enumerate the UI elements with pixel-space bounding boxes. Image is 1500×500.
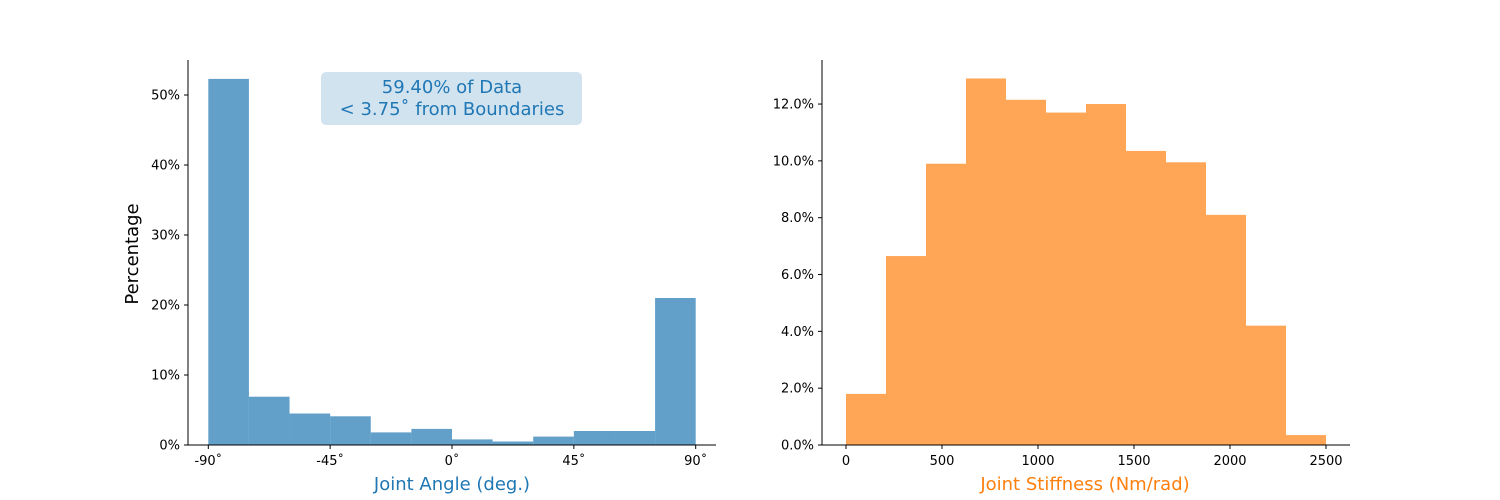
stiff-x-tick-label: 1000 bbox=[1021, 454, 1054, 469]
boundary-annotation-line-2: < 3.75˚ from Boundaries bbox=[340, 99, 565, 120]
angle-bar-6 bbox=[452, 439, 493, 445]
angle-bar-8 bbox=[533, 436, 574, 445]
joint-angle-y-ticks: 0% 10% 20% 30% 40% 50% bbox=[151, 89, 188, 454]
angle-bar-9 bbox=[573, 431, 615, 445]
stiff-x-tick-label: 2000 bbox=[1213, 454, 1246, 469]
joint-stiffness-histogram: 0 500 1000 1500 2000 2500 0.0% 2.0% 4.0% 6.0% 8.0… bbox=[773, 60, 1350, 495]
stiff-x-tick-label: 1500 bbox=[1117, 454, 1150, 469]
angle-y-tick-label: 50% bbox=[151, 89, 180, 104]
angle-x-tick-label: 0˚ bbox=[445, 453, 460, 469]
stiff-y-tick-label: 8.0% bbox=[781, 211, 814, 226]
stiff-bar-10 bbox=[1245, 325, 1287, 445]
angle-bar-5 bbox=[411, 428, 452, 445]
stiff-bar-5 bbox=[1046, 112, 1086, 445]
stiff-x-tick-label: 2500 bbox=[1309, 454, 1342, 469]
joint-angle-histogram: -90˚ -45˚ 0˚ 45˚ 90˚ 0% 10% 20% 30% 40% 50% Joint… bbox=[122, 60, 716, 495]
angle-bar-10 bbox=[614, 431, 656, 445]
angle-x-tick-label: 45˚ bbox=[562, 453, 585, 469]
stiff-y-tick-label: 4.0% bbox=[781, 325, 814, 340]
angle-y-tick-label: 30% bbox=[151, 229, 180, 244]
stiff-y-tick-label: 12.0% bbox=[773, 98, 814, 113]
joint-stiffness-x-ticks: 0 500 1000 1500 2000 2500 bbox=[842, 445, 1343, 469]
stiff-bar-8 bbox=[1166, 162, 1206, 445]
stiff-y-tick-label: 6.0% bbox=[781, 268, 814, 283]
boundary-annotation: 59.40% of Data < 3.75˚ from Boundaries bbox=[321, 72, 582, 125]
joint-angle-x-ticks: -90˚ -45˚ 0˚ 45˚ 90˚ bbox=[194, 445, 707, 469]
stiff-bar-7 bbox=[1125, 150, 1167, 445]
angle-y-tick-label: 0% bbox=[159, 439, 180, 454]
stiff-bar-2 bbox=[926, 163, 966, 445]
angle-y-tick-label: 40% bbox=[151, 159, 180, 174]
angle-bar-7 bbox=[492, 441, 534, 445]
stiff-bar-1 bbox=[885, 256, 927, 445]
joint-angle-bars bbox=[208, 78, 696, 446]
angle-bar-0 bbox=[208, 78, 249, 446]
stiff-bar-4 bbox=[1005, 99, 1047, 445]
stiff-bar-11 bbox=[1286, 435, 1326, 445]
stiff-x-tick-label: 0 bbox=[842, 454, 850, 469]
stiff-x-tick-label: 500 bbox=[930, 454, 955, 469]
joint-stiffness-x-axis-title: Joint Stiffness (Nm/rad) bbox=[979, 474, 1189, 495]
joint-stiffness-bars bbox=[846, 78, 1326, 446]
stiff-bar-0 bbox=[846, 393, 886, 445]
angle-x-tick-label: 90˚ bbox=[684, 453, 707, 469]
boundary-annotation-line-1: 59.40% of Data bbox=[382, 77, 522, 98]
joint-angle-x-axis-title: Joint Angle (deg.) bbox=[373, 474, 530, 495]
stiff-bar-3 bbox=[966, 78, 1006, 446]
stiff-y-tick-label: 10.0% bbox=[773, 154, 814, 169]
angle-bar-2 bbox=[289, 413, 331, 445]
angle-bar-1 bbox=[248, 396, 290, 445]
boundary-annotation-box bbox=[321, 72, 582, 125]
joint-angle-y-axis-title: Percentage bbox=[122, 203, 143, 304]
angle-y-tick-label: 20% bbox=[151, 299, 180, 314]
angle-x-tick-label: -90˚ bbox=[194, 453, 222, 469]
angle-x-tick-label: -45˚ bbox=[316, 453, 344, 469]
stiff-bar-6 bbox=[1086, 104, 1126, 445]
angle-bar-4 bbox=[370, 432, 412, 445]
stiff-bar-9 bbox=[1206, 214, 1246, 445]
stiff-y-tick-label: 0.0% bbox=[781, 439, 814, 454]
stiff-y-tick-label: 2.0% bbox=[781, 382, 814, 397]
angle-bar-3 bbox=[330, 416, 371, 445]
joint-stiffness-y-ticks: 0.0% 2.0% 4.0% 6.0% 8.0% 10.0% 12.0% bbox=[773, 98, 822, 454]
angle-bar-11 bbox=[655, 298, 696, 445]
angle-y-tick-label: 10% bbox=[151, 369, 180, 384]
